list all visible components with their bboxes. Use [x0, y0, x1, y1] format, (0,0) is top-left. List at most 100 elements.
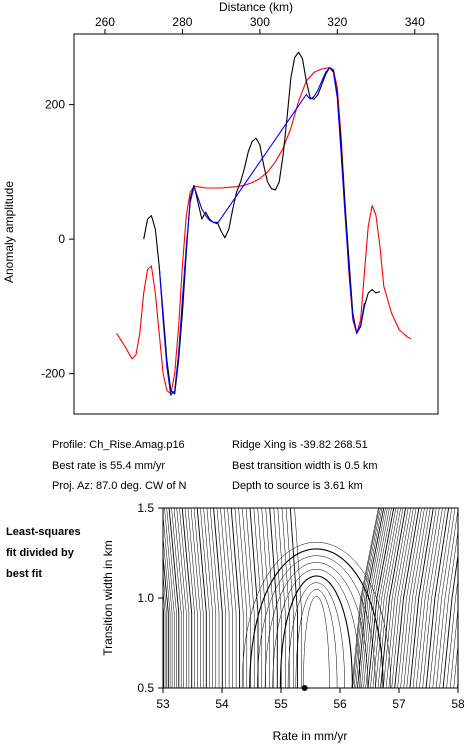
profile-x-tick-label: 280 [172, 15, 192, 29]
contour-line [377, 508, 404, 688]
contour-x-tick-label: 56 [333, 697, 347, 711]
contour-x-tick-label: 55 [274, 697, 288, 711]
contour-line [359, 508, 386, 688]
note-line-2: fit divided by [6, 547, 75, 559]
contour-line [220, 508, 230, 688]
profile-y-tick-label: 0 [58, 232, 65, 246]
contour-line [277, 508, 286, 688]
contour-line [257, 508, 266, 688]
contour-line [163, 551, 169, 688]
contour-line [397, 508, 422, 688]
contour-line [370, 508, 397, 688]
profile-x-axis-label: Distance (km) [219, 0, 293, 14]
contour-lines [163, 508, 467, 688]
contour-line [457, 678, 458, 688]
contour-line [253, 508, 263, 688]
contour-line [245, 508, 255, 688]
contour-line [375, 508, 401, 688]
contour-line [461, 508, 467, 688]
contour-line [272, 569, 361, 688]
contour-line [365, 508, 392, 688]
contour-x-tick-label: 53 [156, 697, 170, 711]
contour-line [238, 508, 248, 688]
contour-line [193, 508, 204, 688]
contour-line [190, 508, 201, 688]
contour-line [163, 534, 171, 688]
contour-x-axis-label: Rate in mm/yr [273, 729, 348, 743]
contour-line [176, 508, 187, 688]
contour-line [351, 508, 379, 688]
best-rate: Best rate is 55.4 mm/yr [52, 460, 165, 472]
contour-line [234, 508, 244, 688]
contour-plot-frame [162, 507, 459, 689]
contour-line [453, 641, 458, 688]
contour-line [383, 508, 409, 688]
note-line-1: Least-squares [6, 526, 81, 538]
profile-x-tick-label: 300 [250, 15, 270, 29]
profile-name: Profile: Ch_Rise.Amag.p16 [52, 439, 185, 451]
contour-line [213, 508, 223, 688]
source-depth: Depth to source is 3.61 km [232, 480, 363, 492]
contour-line [227, 508, 237, 688]
contour-line [163, 512, 173, 688]
contour-line [425, 508, 450, 688]
contour-line [439, 529, 458, 688]
contour-line [209, 508, 220, 688]
contour-x-tick-label: 57 [392, 697, 406, 711]
contour-line [203, 508, 213, 688]
contour-y-axis-label: Transition width in km [101, 540, 115, 656]
contour-line [355, 508, 383, 688]
contour-line [422, 508, 446, 688]
contour-line [200, 508, 210, 688]
contour-line [391, 508, 417, 688]
contour-x-tick-label: 54 [215, 697, 229, 711]
observed-profile-line [143, 51, 381, 395]
contour-line [357, 508, 385, 688]
contour-line [409, 508, 434, 688]
profile-plot-frame [73, 33, 439, 415]
contour-line [412, 508, 437, 688]
contour-line [184, 508, 195, 688]
contour-line [385, 508, 412, 688]
contour-line [403, 508, 428, 688]
profile-x-tick-label: 340 [405, 15, 425, 29]
model-profile-line [116, 67, 412, 395]
contour-line [303, 596, 330, 688]
profile-y-axis-label: Anomaly amplitude [2, 181, 16, 283]
contour-line [223, 508, 233, 688]
contour-line [163, 572, 167, 688]
contour-line [164, 508, 175, 688]
contour-line [352, 508, 380, 688]
contour-line [295, 589, 338, 688]
contour-line [429, 508, 453, 688]
contour-line [394, 508, 420, 688]
contour-y-tick-label: 0.5 [137, 681, 154, 695]
profile-chart: Distance (km) Anomaly amplitude 260 280 30… [2, 0, 439, 415]
contour-line [257, 555, 376, 688]
profile-x-tick-label: 320 [327, 15, 347, 29]
misfit-note: Least-squares fit divided by best fit [6, 526, 81, 580]
contour-line [285, 508, 294, 688]
ridge-crossing: Ridge Xing is -39.82 268.51 [232, 439, 368, 451]
contour-line [179, 508, 190, 688]
contour-line [171, 508, 182, 688]
projection-azimuth: Proj. Az: 87.0 deg. CW of N [52, 480, 187, 492]
contour-line [261, 508, 270, 688]
best-fit-segment-line [158, 67, 365, 396]
contour-line [449, 605, 458, 688]
profile-y-tick-label: -200 [41, 367, 65, 381]
best-transition-width: Best transition width is 0.5 km [232, 460, 378, 472]
misfit-contour-chart: 53 54 55 56 57 58 0.5 1.0 1.5 Rate in mm/yr Tran… [101, 501, 467, 743]
contour-line [163, 601, 165, 688]
contour-line [388, 508, 414, 688]
contour-line [249, 548, 384, 688]
contour-line [380, 508, 407, 688]
note-line-3: best fit [6, 568, 42, 580]
contour-line [187, 508, 198, 688]
contour-line [173, 508, 184, 688]
contour-line [168, 508, 180, 688]
contour-line [196, 508, 207, 688]
contour-line [289, 508, 298, 688]
profile-y-tick-label: 200 [45, 98, 65, 112]
